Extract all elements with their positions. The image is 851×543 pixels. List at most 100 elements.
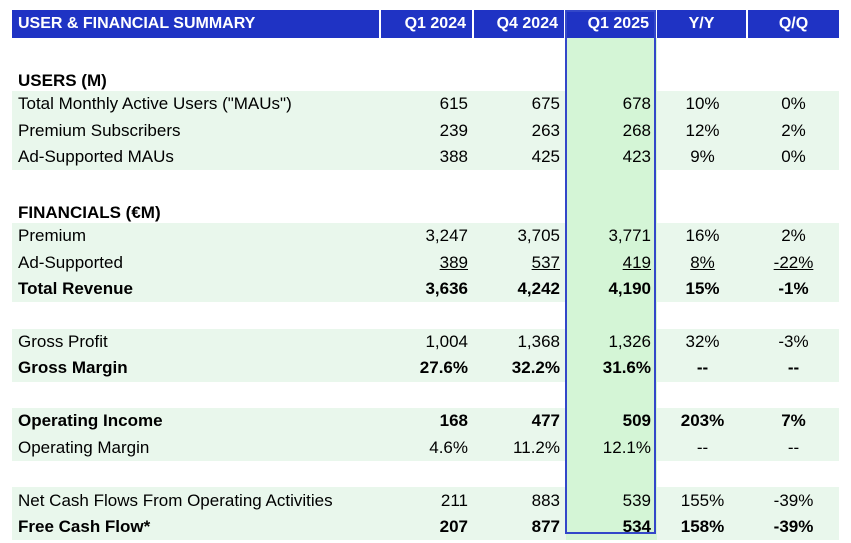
col-header-q1-2024: Q1 2024	[381, 10, 474, 38]
spacer-row	[12, 461, 839, 488]
cell-q1-2024: 3,636	[381, 275, 474, 303]
cell-yy: 15%	[657, 275, 748, 303]
cell-q1-2024: 389	[381, 249, 474, 276]
cell-q4-2024: 883	[474, 487, 566, 514]
cell-qq: 0%	[748, 90, 839, 118]
cell-q1-2025: 678	[566, 90, 657, 118]
cell-yy: 203%	[657, 408, 748, 435]
cell-q4-2024: 32.2%	[474, 355, 566, 382]
cell-yy: 12%	[657, 117, 748, 144]
cell-q1-2025: 509	[566, 408, 657, 435]
col-header-q4-2024: Q4 2024	[474, 10, 566, 38]
cell-q4-2024: 1,368	[474, 328, 566, 356]
row-premium-subscribers: Premium Subscribers 239 263 268 12% 2%	[12, 117, 839, 144]
cell-q4-2024: 11.2%	[474, 434, 566, 461]
row-ad-supported-maus: Ad-Supported MAUs 388 425 423 9% 0%	[12, 143, 839, 171]
cell-q1-2025: 423	[566, 143, 657, 171]
cell-q4-2024: 425	[474, 143, 566, 171]
row-label: Free Cash Flow*	[12, 513, 381, 541]
spacer-row	[12, 38, 839, 65]
cell-q1-2025: 4,190	[566, 275, 657, 303]
cell-q1-2024: 27.6%	[381, 355, 474, 382]
cell-q1-2025: 31.6%	[566, 355, 657, 382]
cell-yy: 155%	[657, 487, 748, 514]
cell-q1-2024: 3,247	[381, 223, 474, 250]
cell-q1-2025: 12.1%	[566, 434, 657, 461]
row-gross-profit: Gross Profit 1,004 1,368 1,326 32% -3%	[12, 328, 839, 356]
cell-q4-2024: 675	[474, 90, 566, 118]
cell-qq: -1%	[748, 275, 839, 303]
col-header-q1-2025: Q1 2025	[566, 10, 657, 38]
cell-q4-2024: 477	[474, 408, 566, 435]
cell-qq: 0%	[748, 143, 839, 171]
spacer-row	[12, 381, 839, 409]
row-label: Total Revenue	[12, 275, 381, 303]
table-title: USER & FINANCIAL SUMMARY	[12, 10, 381, 38]
section-financials: FINANCIALS (€M)	[12, 196, 839, 224]
cell-yy: --	[657, 434, 748, 461]
section-users: USERS (M)	[12, 64, 839, 91]
row-label: Gross Margin	[12, 355, 381, 382]
row-operating-income: Operating Income 168 477 509 203% 7%	[12, 408, 839, 435]
cell-qq: -39%	[748, 487, 839, 514]
cell-q1-2024: 388	[381, 143, 474, 171]
cell-yy: --	[657, 355, 748, 382]
cell-yy: 8%	[657, 249, 748, 276]
cell-q4-2024: 263	[474, 117, 566, 144]
row-label: Premium Subscribers	[12, 117, 381, 144]
cell-q1-2025: 268	[566, 117, 657, 144]
section-title-financials: FINANCIALS (€M)	[12, 196, 381, 224]
cell-qq: --	[748, 434, 839, 461]
row-operating-margin: Operating Margin 4.6% 11.2% 12.1% -- --	[12, 434, 839, 461]
row-net-cash-flows-operating: Net Cash Flows From Operating Activities…	[12, 487, 839, 514]
cell-q1-2024: 168	[381, 408, 474, 435]
cell-q4-2024: 4,242	[474, 275, 566, 303]
cell-yy: 16%	[657, 223, 748, 250]
section-title-users: USERS (M)	[12, 64, 381, 91]
cell-q1-2025: 539	[566, 487, 657, 514]
cell-q1-2025: 1,326	[566, 328, 657, 356]
cell-qq: 7%	[748, 408, 839, 435]
cell-q1-2024: 1,004	[381, 328, 474, 356]
cell-q1-2025: 3,771	[566, 223, 657, 250]
cell-qq: -22%	[748, 249, 839, 276]
row-label: Premium	[12, 223, 381, 250]
cell-qq: -39%	[748, 513, 839, 541]
cell-yy: 10%	[657, 90, 748, 118]
row-label: Gross Profit	[12, 328, 381, 356]
row-label: Ad-Supported	[12, 249, 381, 276]
cell-q1-2024: 4.6%	[381, 434, 474, 461]
row-total-revenue: Total Revenue 3,636 4,242 4,190 15% -1%	[12, 275, 839, 303]
cell-q4-2024: 537	[474, 249, 566, 276]
row-label: Total Monthly Active Users ("MAUs")	[12, 90, 381, 118]
cell-q1-2024: 207	[381, 513, 474, 541]
cell-q1-2024: 211	[381, 487, 474, 514]
summary-table: USER & FINANCIAL SUMMARY Q1 2024 Q4 2024…	[12, 10, 839, 541]
row-free-cash-flow: Free Cash Flow* 207 877 534 158% -39%	[12, 513, 839, 541]
cell-qq: --	[748, 355, 839, 382]
cell-qq: 2%	[748, 117, 839, 144]
header-row: USER & FINANCIAL SUMMARY Q1 2024 Q4 2024…	[12, 10, 839, 38]
cell-qq: 2%	[748, 223, 839, 250]
spacer-row	[12, 302, 839, 329]
row-label: Operating Margin	[12, 434, 381, 461]
cell-q1-2024: 239	[381, 117, 474, 144]
cell-yy: 158%	[657, 513, 748, 541]
row-label: Net Cash Flows From Operating Activities	[12, 487, 381, 514]
col-header-qq: Q/Q	[748, 10, 839, 38]
cell-q4-2024: 3,705	[474, 223, 566, 250]
cell-q1-2025: 419	[566, 249, 657, 276]
cell-q1-2024: 615	[381, 90, 474, 118]
row-premium-revenue: Premium 3,247 3,705 3,771 16% 2%	[12, 223, 839, 250]
cell-q4-2024: 877	[474, 513, 566, 541]
row-label: Ad-Supported MAUs	[12, 143, 381, 171]
col-header-yy: Y/Y	[657, 10, 748, 38]
cell-q1-2025: 534	[566, 513, 657, 541]
row-label: Operating Income	[12, 408, 381, 435]
cell-qq: -3%	[748, 328, 839, 356]
row-mau: Total Monthly Active Users ("MAUs") 615 …	[12, 90, 839, 118]
row-gross-margin: Gross Margin 27.6% 32.2% 31.6% -- --	[12, 355, 839, 382]
spacer-row	[12, 170, 839, 197]
cell-yy: 32%	[657, 328, 748, 356]
